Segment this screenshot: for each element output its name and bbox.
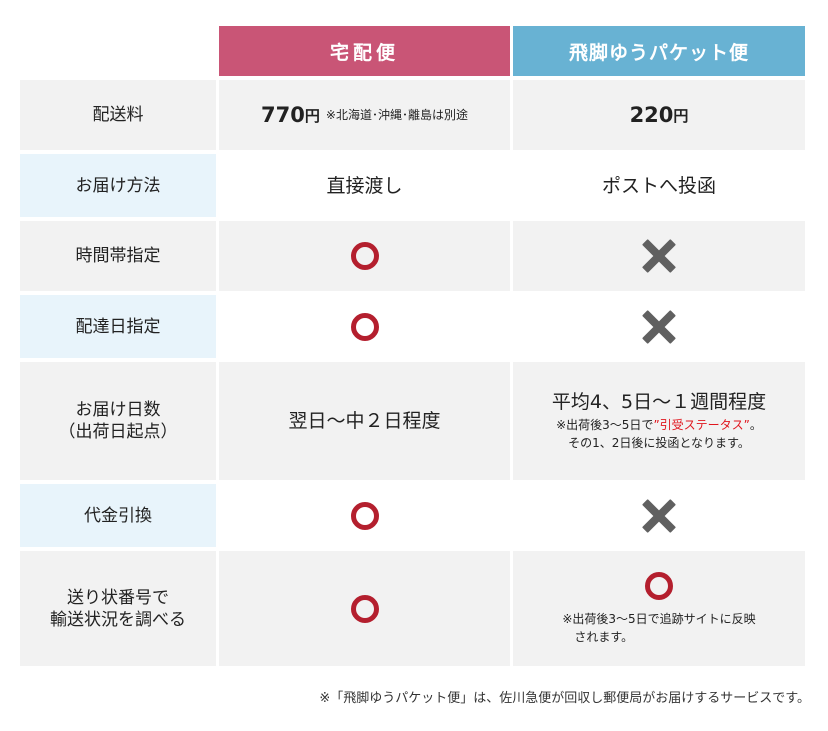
cod-hikyaku: [513, 484, 805, 547]
days-hikyaku-note1-suffix: 。: [749, 418, 762, 432]
row-label-tracking-line1: 送り状番号で: [67, 587, 169, 608]
tracking-hikyaku-note2: されます。: [574, 629, 634, 644]
row-label-delivery-text: お届け方法: [75, 175, 161, 196]
circle-icon: [644, 571, 673, 600]
row-label-cod-text: 代金引換: [84, 505, 152, 526]
row-label-date-text: 配達日指定: [75, 316, 161, 337]
row-label-days: お届け日数 （出荷日起点）: [20, 362, 216, 480]
fee-takuhai: 770 円 ※北海道･沖縄･離島は別途: [219, 80, 510, 150]
header-hikyaku-label: 飛脚ゆうパケット便: [568, 41, 749, 64]
time-hikyaku: [513, 221, 805, 291]
days-takuhai: 翌日～中２日程度: [219, 362, 510, 480]
row-label-days-line2: （出荷日起点）: [58, 422, 178, 442]
row-label-fee: 配送料: [20, 80, 216, 150]
footer-note: ※「飛脚ゆうパケット便」は、佐川急便が回収し郵便局がお届けするサービスです。: [319, 691, 810, 706]
days-hikyaku-note1-prefix: ※出荷後3～5日で: [556, 418, 654, 432]
fee-hikyaku-unit: 円: [673, 106, 689, 125]
row-label-time-text: 時間帯指定: [75, 246, 161, 266]
cross-icon: [642, 310, 676, 344]
row-label-tracking: 送り状番号で 輸送状況を調べる: [20, 551, 216, 666]
days-hikyaku-note1: ※出荷後3～5日で”引受ステータス”。: [556, 416, 762, 434]
circle-icon: [350, 594, 379, 623]
tracking-takuhai: [219, 551, 510, 666]
days-hikyaku-note2-text: その1、2日後に投函となります。: [568, 436, 750, 450]
delivery-takuhai-text: 直接渡し: [326, 174, 403, 197]
header-takuhai: 宅配便: [219, 26, 510, 76]
fee-takuhai-price: 770: [261, 103, 305, 127]
row-label-cod: 代金引換: [20, 484, 216, 547]
row-label-date: 配達日指定: [20, 295, 216, 358]
days-takuhai-text: 翌日～中２日程度: [288, 410, 441, 432]
cod-takuhai: [219, 484, 510, 547]
delivery-hikyaku: ポストへ投函: [513, 154, 805, 217]
days-hikyaku-note1-highlight: ”引受ステータス”: [653, 418, 750, 432]
circle-icon: [350, 312, 379, 341]
header-takuhai-label: 宅配便: [329, 41, 399, 64]
row-label-time: 時間帯指定: [20, 221, 216, 291]
circle-icon: [350, 501, 379, 530]
fee-takuhai-unit: 円: [304, 106, 320, 125]
days-hikyaku-notes: ※出荷後3～5日で”引受ステータス”。 その1、2日後に投函となります。: [556, 416, 762, 452]
days-hikyaku-note2: その1、2日後に投函となります。: [556, 434, 762, 452]
row-label-delivery: お届け方法: [20, 154, 216, 217]
time-takuhai: [219, 221, 510, 291]
date-takuhai: [219, 295, 510, 358]
fee-hikyaku: 220 円: [513, 80, 805, 150]
row-label-tracking-line2: 輸送状況を調べる: [50, 609, 186, 630]
fee-hikyaku-price: 220: [629, 103, 674, 127]
fee-takuhai-note: ※北海道･沖縄･離島は別途: [325, 108, 468, 122]
delivery-hikyaku-text: ポストへ投函: [601, 174, 716, 197]
row-label-days-line1: お届け日数: [75, 400, 161, 420]
cross-icon: [642, 499, 676, 533]
delivery-takuhai: 直接渡し: [219, 154, 510, 217]
days-hikyaku: 平均4、5日～１週間程度 ※出荷後3～5日で”引受ステータス”。 その1、2日後…: [513, 362, 805, 480]
row-label-fee-text: 配送料: [92, 105, 144, 125]
tracking-hikyaku: ※出荷後3～5日で追跡サイトに反映 されます。: [513, 551, 805, 666]
days-hikyaku-main: 平均4、5日～１週間程度: [551, 391, 767, 413]
tracking-hikyaku-note1: ※出荷後3～5日で追跡サイトに反映: [562, 611, 756, 626]
circle-icon: [350, 242, 379, 270]
tracking-hikyaku-notes: ※出荷後3～5日で追跡サイトに反映 されます。: [562, 610, 755, 646]
cross-icon: [642, 239, 676, 273]
header-hikyaku: 飛脚ゆうパケット便: [513, 26, 805, 76]
date-hikyaku: [513, 295, 805, 358]
